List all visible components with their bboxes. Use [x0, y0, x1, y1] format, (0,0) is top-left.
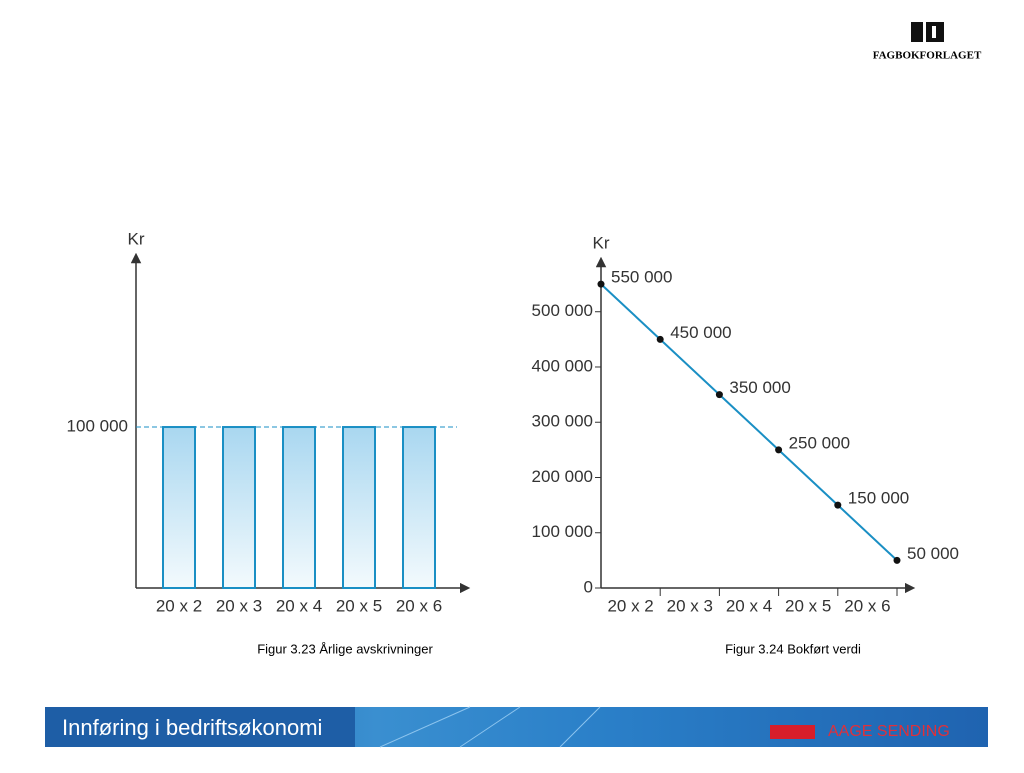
y-axis-label: Kr — [593, 233, 610, 252]
value-label: 50 000 — [907, 544, 959, 563]
bar — [342, 426, 376, 589]
y-axis-label: Kr — [128, 229, 145, 248]
point — [715, 391, 723, 399]
x-tick-label: 20 x 3 — [667, 596, 713, 615]
value-label: 550 000 — [611, 268, 672, 287]
point — [775, 446, 783, 454]
logo-text: FAGBOKFORLAGET — [873, 50, 982, 62]
x-tick-label: 20 x 2 — [607, 596, 653, 615]
value-label: 250 000 — [789, 433, 850, 452]
point — [834, 501, 842, 509]
value-label: 450 000 — [670, 323, 731, 342]
bar — [222, 426, 256, 589]
footer-decoration — [379, 706, 601, 748]
footer-title: Innføring i bedriftsøkonomi — [62, 715, 322, 740]
y-tick-label: 100 000 — [532, 522, 593, 541]
y-tick-label: 500 000 — [532, 301, 593, 320]
point — [656, 335, 664, 343]
y-tick-label: 400 000 — [532, 356, 593, 375]
footer-red-box — [770, 725, 815, 739]
x-tick-label: 20 x 4 — [726, 596, 772, 615]
bar — [402, 426, 436, 589]
point — [893, 556, 901, 564]
footer-title-bg — [45, 707, 355, 747]
logo-icon — [911, 22, 923, 42]
x-tick-label: 20 x 3 — [216, 596, 262, 615]
caption: Figur 3.23 Årlige avskrivninger — [257, 641, 433, 656]
x-tick-label: 20 x 4 — [276, 596, 322, 615]
y-tick-label: 0 — [584, 577, 593, 596]
y-tick-label: 300 000 — [532, 412, 593, 431]
x-tick-label: 20 x 5 — [785, 596, 831, 615]
y-tick-label: 100 000 — [67, 417, 128, 436]
logo-icon — [932, 26, 936, 38]
footer-author: AAGE SENDING — [828, 723, 950, 740]
bar — [162, 426, 196, 589]
point — [597, 280, 605, 288]
value-label: 350 000 — [729, 378, 790, 397]
footer: Innføring i bedriftsøkonomi AAGE SENDING — [45, 706, 988, 748]
x-tick-label: 20 x 6 — [396, 596, 442, 615]
line — [600, 283, 898, 562]
y-tick-label: 200 000 — [532, 467, 593, 486]
x-tick-label: 20 x 2 — [156, 596, 202, 615]
caption: Figur 3.24 Bokført verdi — [725, 641, 861, 656]
logo: FAGBOKFORLAGET — [873, 22, 982, 62]
x-tick-label: 20 x 6 — [844, 596, 890, 615]
value-label: 150 000 — [848, 489, 909, 508]
bar — [282, 426, 316, 589]
x-tick-label: 20 x 5 — [336, 596, 382, 615]
